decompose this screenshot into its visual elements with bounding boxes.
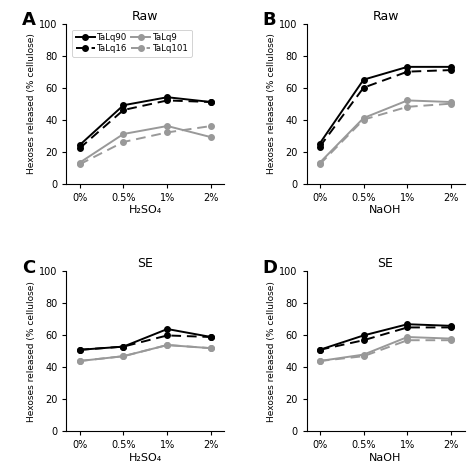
Title: SE: SE — [378, 257, 393, 270]
Text: B: B — [262, 11, 276, 29]
Text: C: C — [22, 259, 36, 277]
X-axis label: H₂SO₄: H₂SO₄ — [129, 453, 162, 463]
Text: A: A — [22, 11, 36, 29]
Y-axis label: Hexoses released (% cellulose): Hexoses released (% cellulose) — [267, 33, 276, 174]
Title: Raw: Raw — [132, 9, 159, 23]
X-axis label: NaOH: NaOH — [369, 453, 401, 463]
Y-axis label: Hexoses released (% cellulose): Hexoses released (% cellulose) — [27, 281, 36, 422]
Y-axis label: Hexoses released (% cellulose): Hexoses released (% cellulose) — [267, 281, 276, 422]
Legend: TaLq90, TaLq16, TaLq9, TaLq101: TaLq90, TaLq16, TaLq9, TaLq101 — [72, 29, 192, 57]
Title: SE: SE — [137, 257, 153, 270]
Text: D: D — [262, 259, 277, 277]
Y-axis label: Hexoses released (% cellulose): Hexoses released (% cellulose) — [27, 33, 36, 174]
X-axis label: H₂SO₄: H₂SO₄ — [129, 205, 162, 215]
Title: Raw: Raw — [372, 9, 399, 23]
X-axis label: NaOH: NaOH — [369, 205, 401, 215]
